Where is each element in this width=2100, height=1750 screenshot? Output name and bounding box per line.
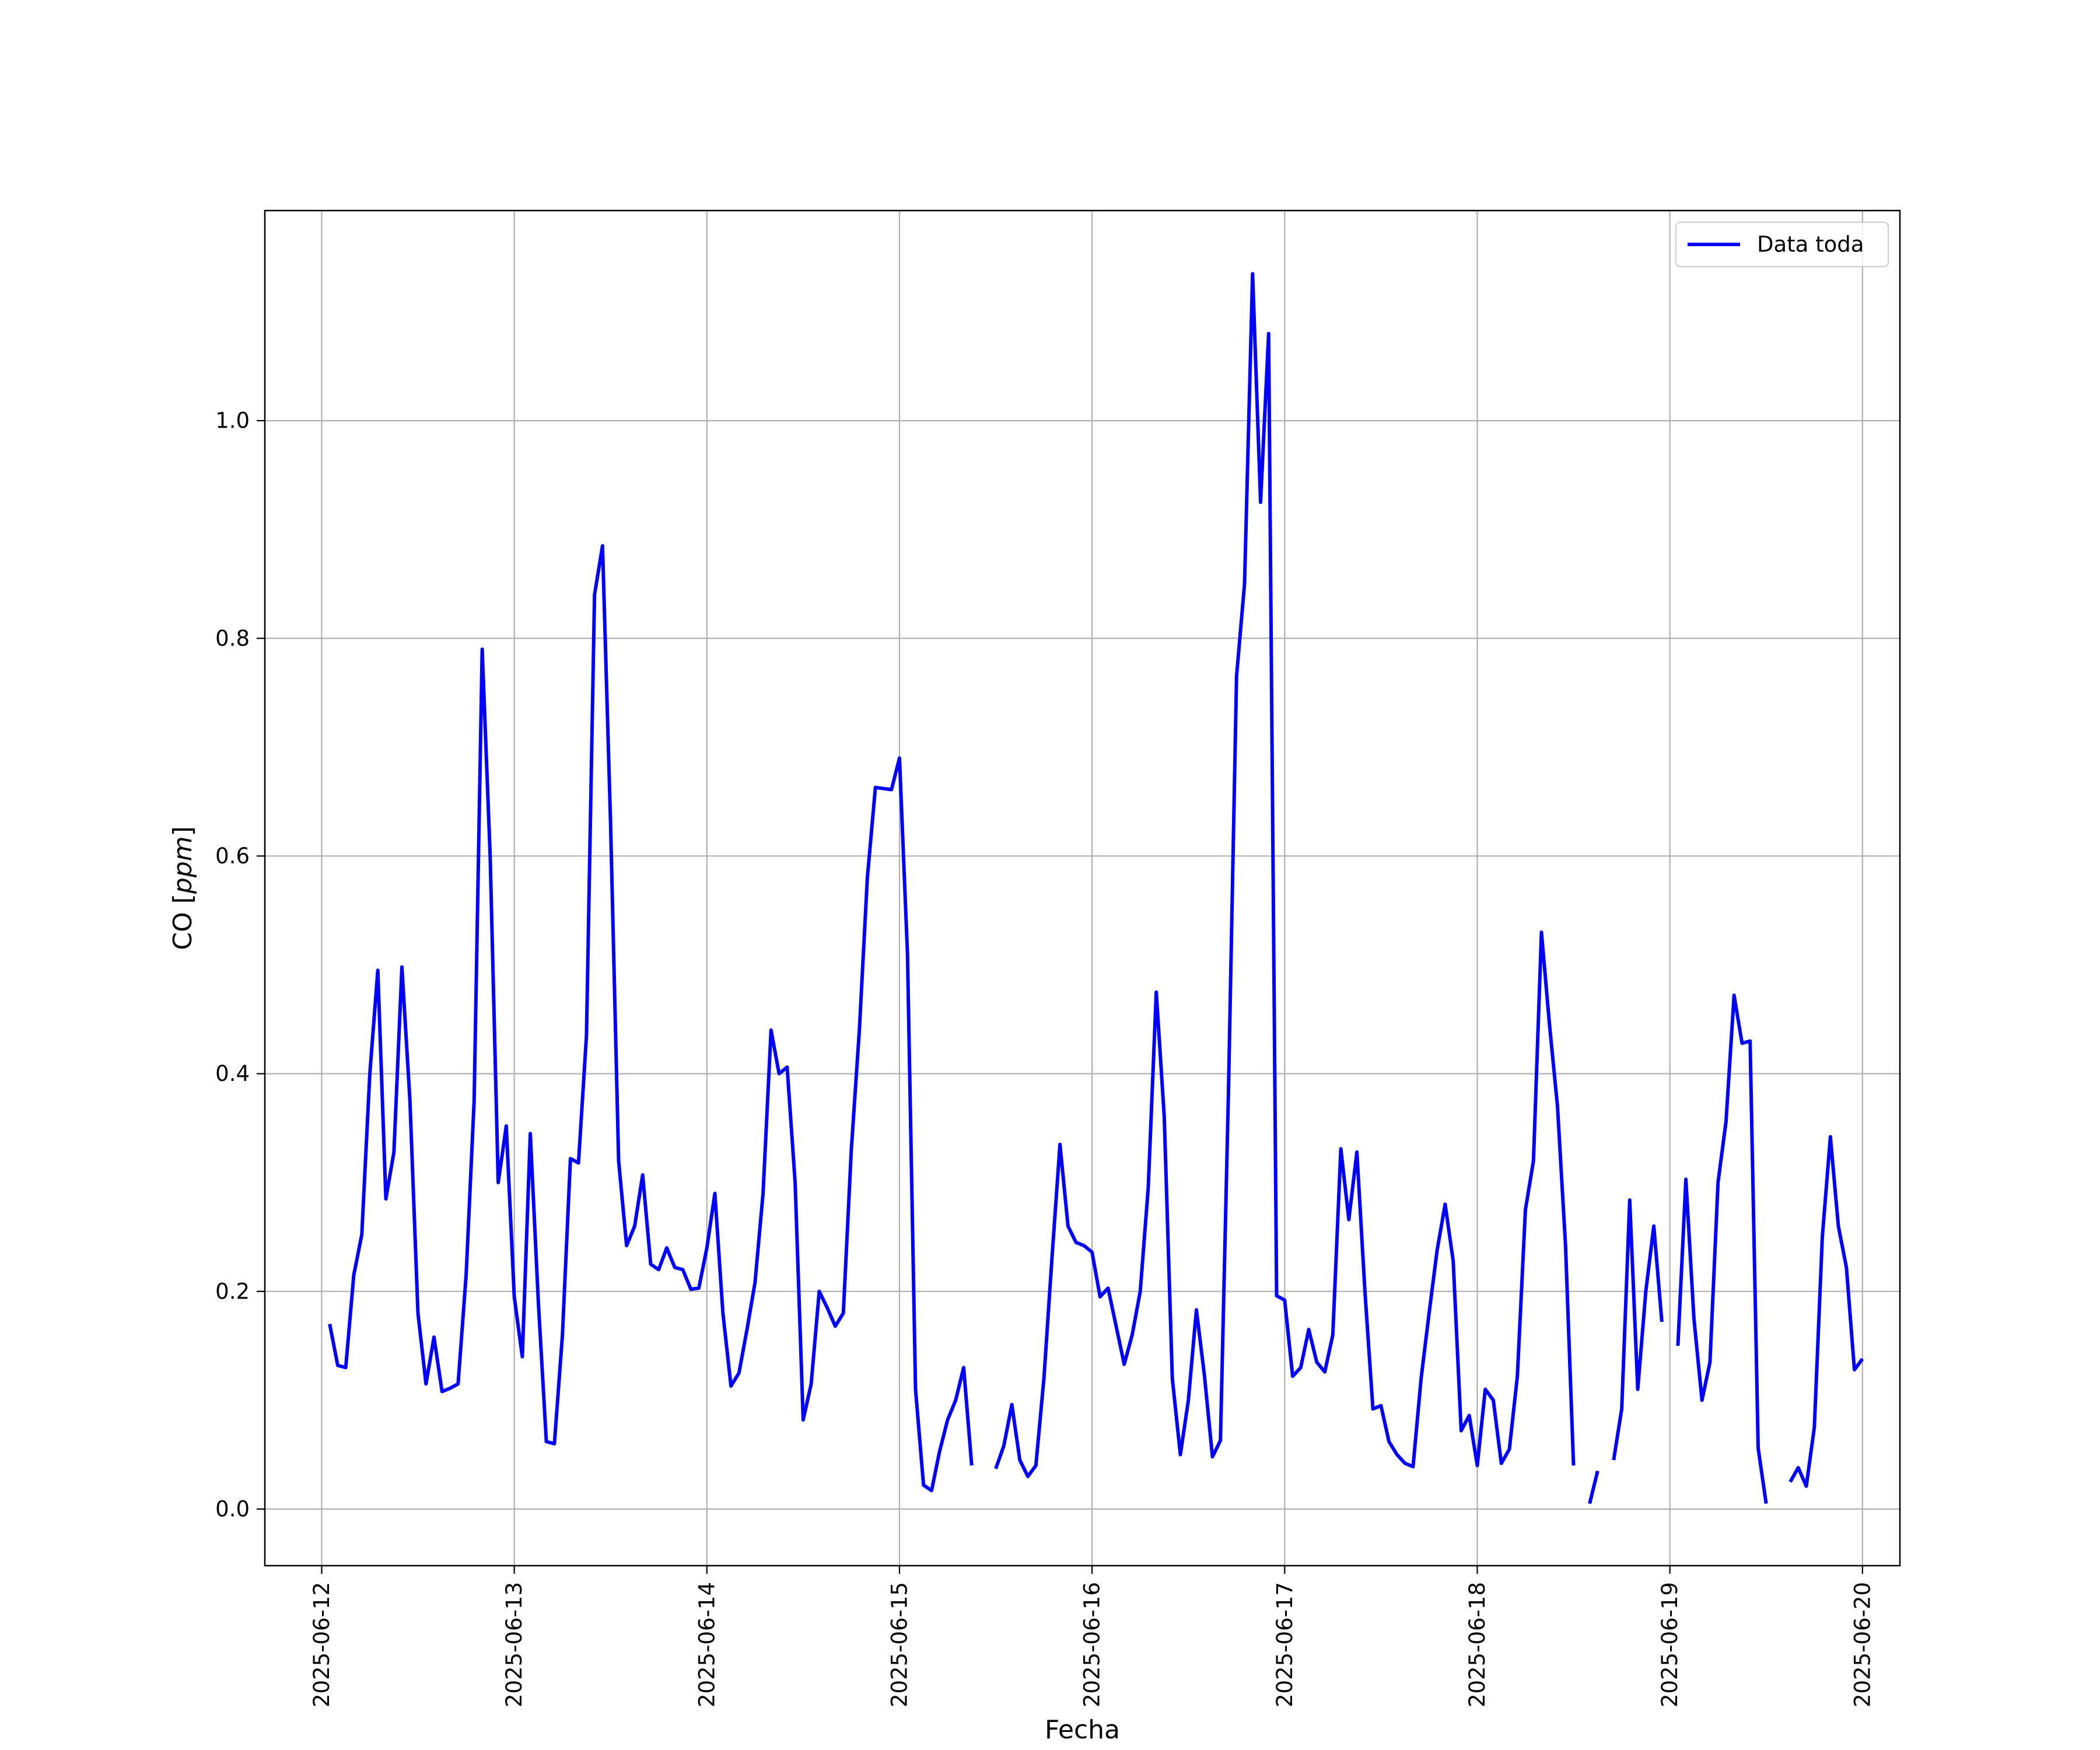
y-tick-label: 1.0	[215, 408, 250, 433]
x-tick-label: 2025-06-12	[309, 1582, 334, 1707]
x-tick-label: 2025-06-13	[502, 1582, 527, 1707]
plot-area-frame	[264, 209, 1901, 1567]
y-axis-label-prefix: CO [	[168, 894, 198, 950]
y-axis-label: CO [ppm]	[168, 826, 198, 950]
series-line-segment	[994, 272, 1576, 1478]
y-tick-label: 0.4	[215, 1061, 250, 1086]
x-axis-label: Fecha	[1045, 1715, 1120, 1745]
x-tick-label: 2025-06-16	[1080, 1582, 1105, 1707]
y-axis-label-suffix: ]	[168, 826, 198, 836]
legend-label: Data toda	[1757, 232, 1864, 257]
y-tick-label: 0.0	[215, 1496, 250, 1521]
y-axis-label-unit: ppm	[168, 836, 198, 894]
series-line-segment	[1612, 1198, 1664, 1461]
x-axis-ticks: 2025-06-12 2025-06-13 2025-06-14 2025-06-15…	[309, 1566, 1875, 1707]
x-tick-label: 2025-06-19	[1657, 1582, 1682, 1707]
x-tick-label: 2025-06-20	[1850, 1582, 1875, 1707]
y-tick-label: 0.6	[215, 844, 250, 869]
y-axis-ticks: 0.0 0.2 0.4 0.6 0.8 1.0	[215, 408, 265, 1521]
series-line-segment	[328, 544, 974, 1493]
legend-box	[1675, 222, 1889, 267]
x-tick-label: 2025-06-18	[1465, 1582, 1490, 1707]
y-tick-label: 0.2	[215, 1279, 250, 1304]
series-line-segment	[1676, 993, 1768, 1504]
legend: Data toda	[1675, 222, 1889, 267]
x-tick-label: 2025-06-14	[694, 1582, 719, 1707]
series-line-segment	[1788, 1135, 1864, 1488]
x-tick-label: 2025-06-15	[887, 1582, 912, 1707]
x-tick-label: 2025-06-17	[1272, 1582, 1297, 1707]
series-layer	[328, 272, 1864, 1504]
y-tick-label: 0.8	[215, 626, 250, 651]
series-line-segment	[1588, 1470, 1600, 1504]
